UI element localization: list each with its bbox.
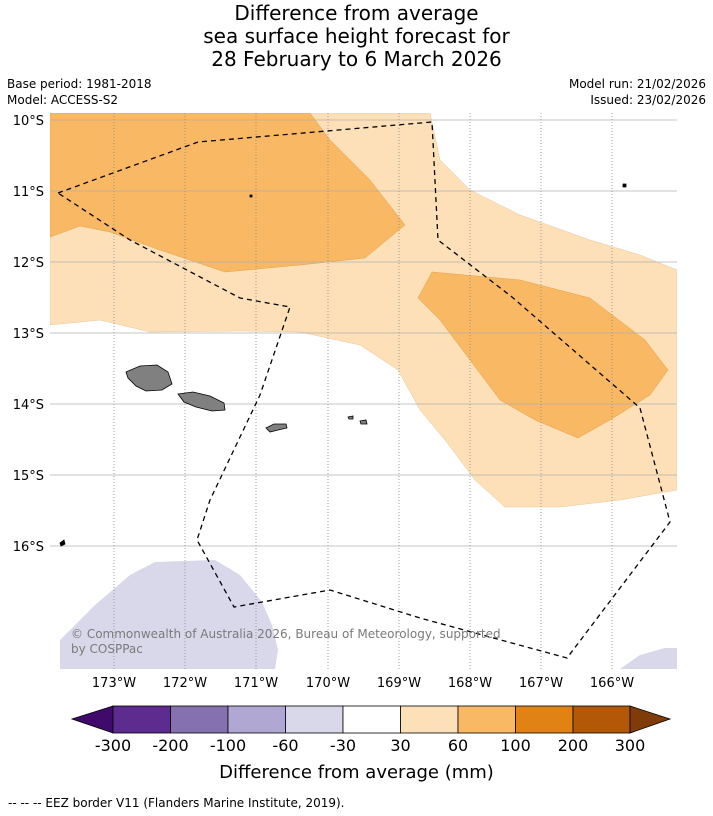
latitude-gridlines — [50, 119, 677, 547]
colorbar-tick: -100 — [210, 736, 246, 755]
manua-island-2 — [359, 419, 368, 425]
lon-label: 172°W — [163, 676, 207, 691]
manua-island-1 — [347, 415, 354, 420]
colorbar-segment — [170, 705, 229, 734]
title-line-2: sea surface height forecast for — [203, 24, 510, 48]
anomaly-zone-60-100-north — [50, 113, 406, 273]
colorbar-tick: 300 — [615, 736, 646, 755]
lat-label: 16°S — [13, 540, 44, 555]
savaii-island — [125, 364, 173, 392]
colorbar-segment — [457, 705, 516, 734]
lat-label: 12°S — [13, 256, 44, 271]
colorbar-segment — [400, 705, 459, 734]
lon-label: 167°W — [519, 676, 563, 691]
colorbar-tick: -30 — [330, 736, 356, 755]
colorbar-segment — [515, 705, 574, 734]
lat-label: 13°S — [13, 327, 44, 342]
model-run: Model run: 21/02/2026 — [568, 77, 706, 91]
anomaly-zone-neg-south-west — [60, 560, 278, 669]
copyright-line-2: by COSPPac — [71, 642, 143, 656]
colorbar-tick: -300 — [95, 736, 131, 755]
map-panel: © Commonwealth of Australia 2026, Bureau… — [50, 113, 677, 669]
colorbar-ticks: -300 -200 -100 -60 -30 30 60 100 200 300 — [95, 736, 645, 755]
colorbar-tick: 60 — [448, 736, 468, 755]
land-islands — [59, 183, 627, 547]
copyright-line-1: © Commonwealth of Australia 2026, Bureau… — [71, 627, 501, 641]
colorbar-segment — [342, 705, 401, 734]
issued-date: Issued: 23/02/2026 — [590, 93, 706, 107]
small-island-west — [59, 539, 66, 547]
colorbar-extend-left — [70, 705, 114, 734]
longitude-labels: 173°W 172°W 171°W 170°W 169°W 168°W 167°… — [92, 676, 634, 691]
colorbar-segment — [285, 705, 344, 734]
anomaly-zone-60-100-east — [417, 271, 669, 439]
colorbar-tick: -60 — [272, 736, 298, 755]
colorbar — [70, 705, 672, 734]
lon-label: 173°W — [92, 676, 136, 691]
colorbar-extend-right — [629, 705, 672, 734]
colorbar-title: Difference from average (mm) — [219, 762, 494, 783]
colorbar-segment — [227, 705, 286, 734]
eez-legend: -- -- -- EEZ border V11 (Flanders Marine… — [8, 796, 345, 810]
tutuila-island — [265, 423, 288, 433]
lat-label: 10°S — [13, 114, 44, 129]
colorbar-tick: -200 — [152, 736, 188, 755]
anomaly-zone-neg-south-east — [620, 648, 677, 669]
latitude-labels: 10°S 11°S 12°S 13°S 14°S 15°S 16°S — [13, 114, 44, 555]
lon-label: 170°W — [306, 676, 350, 691]
lon-label: 168°W — [448, 676, 492, 691]
lon-label: 169°W — [377, 676, 421, 691]
lat-label: 11°S — [13, 185, 44, 200]
base-period: Base period: 1981-2018 — [7, 77, 152, 91]
small-island-north — [249, 194, 253, 198]
lon-label: 171°W — [234, 676, 278, 691]
small-island-east — [622, 183, 627, 188]
colorbar-segment — [112, 705, 171, 734]
title-line-1: Difference from average — [234, 1, 479, 25]
colorbar-tick: 30 — [390, 736, 410, 755]
upolu-island — [177, 391, 226, 412]
colorbar-tick: 100 — [500, 736, 531, 755]
lat-label: 15°S — [13, 469, 44, 484]
model-name: Model: ACCESS-S2 — [7, 93, 119, 107]
title-line-3: 28 February to 6 March 2026 — [211, 47, 502, 71]
colorbar-segment — [572, 705, 631, 734]
lon-label: 166°W — [590, 676, 634, 691]
eez-border — [56, 121, 671, 659]
lat-label: 14°S — [13, 398, 44, 413]
colorbar-tick: 200 — [558, 736, 589, 755]
